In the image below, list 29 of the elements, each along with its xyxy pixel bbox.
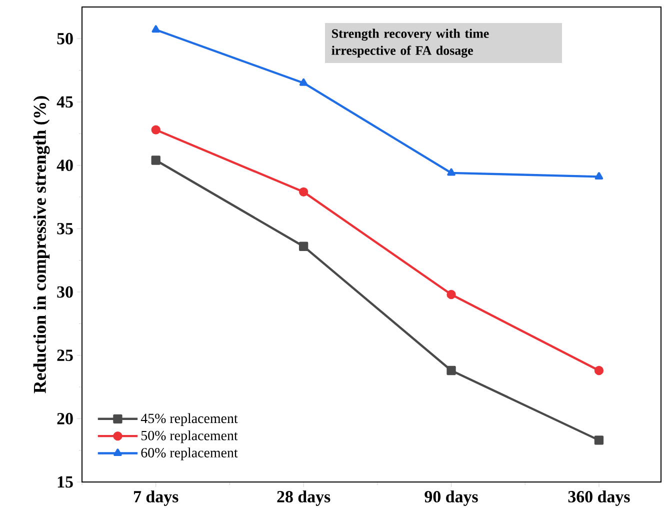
point [446, 366, 456, 376]
legend-label: 60% replacement [141, 448, 238, 460]
y-tick-label: 25 [57, 350, 73, 362]
point [299, 78, 308, 86]
point [151, 156, 160, 165]
x-tick-label: 90 days [424, 490, 478, 506]
y-tick-label: 15 [58, 476, 73, 488]
y-tick-label: 20 [57, 412, 73, 424]
point [594, 172, 604, 180]
x-tick-label: 360 days [568, 490, 630, 506]
y-axis-title: Reduction in compressive strength (%) [33, 96, 50, 394]
point [298, 187, 308, 196]
point [594, 436, 604, 445]
annotation: Strength recovery with time irrespective of FA dosage [332, 28, 489, 58]
point [594, 366, 604, 376]
point [446, 290, 456, 300]
y-tick-label: 45 [56, 96, 73, 108]
point [152, 25, 160, 33]
y-tick-label: 30 [57, 286, 73, 298]
y-tick-label: 40 [56, 160, 73, 172]
y-tick-label: 50 [57, 32, 73, 44]
x-tick-label: 28 days [277, 490, 330, 506]
legend-label: 50% replacement [141, 430, 238, 444]
x-tick-label: 7 days [134, 490, 178, 506]
legend-label: 45% replacement [140, 413, 238, 426]
y-tick-label: 35 [57, 222, 73, 234]
point [447, 168, 456, 176]
point [151, 125, 160, 134]
point [298, 242, 308, 251]
